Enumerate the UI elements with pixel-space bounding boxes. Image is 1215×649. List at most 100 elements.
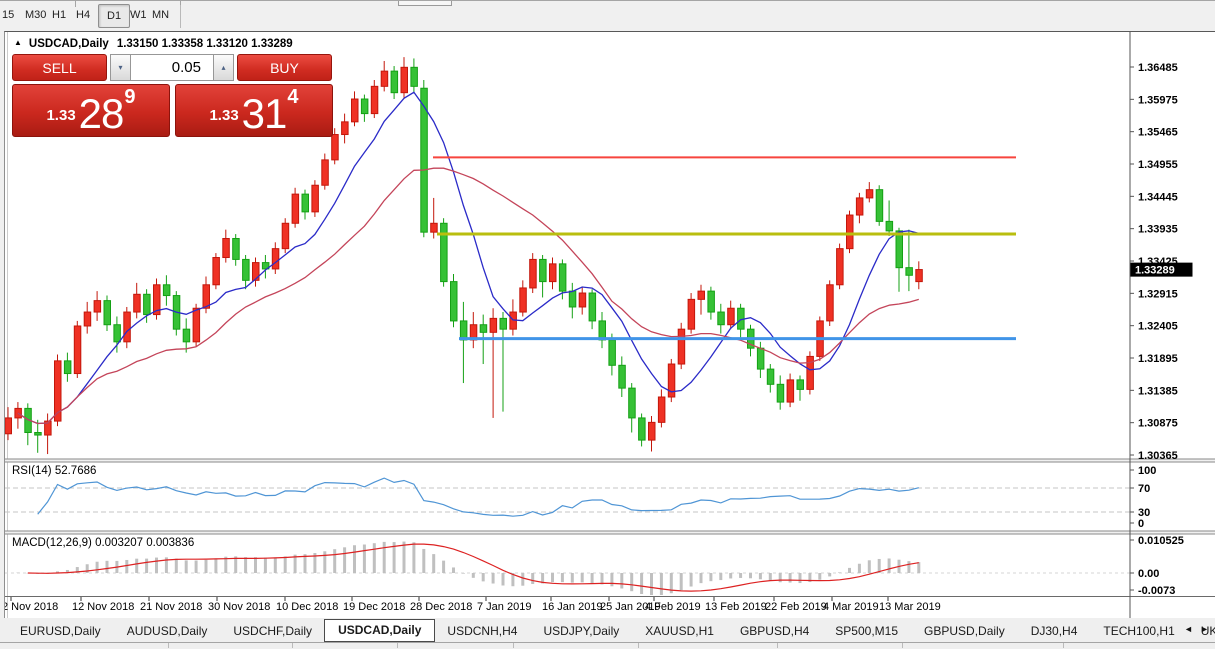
tab-usdcnh-h4[interactable]: USDCNH,H4 (447, 624, 518, 638)
timeframe-button-W1[interactable]: W1 (130, 9, 147, 21)
candle-body (83, 311, 92, 327)
candle-body (529, 258, 537, 289)
candle-body (123, 311, 131, 343)
candle-body (390, 70, 399, 94)
candle-body (727, 307, 735, 326)
candle-body (687, 298, 696, 330)
toolbar-remnant-divider (75, 1, 76, 7)
chart-window[interactable]: 1.36485 1.35975 1.35465 1.34955 1.34445 1.339… (4, 31, 1215, 620)
toolbar-separator (180, 5, 181, 28)
candle-body (479, 324, 488, 333)
candle-body (796, 379, 804, 390)
buy-price-main: 31 (241, 90, 288, 138)
candle-body (855, 197, 864, 216)
rsi-level-label: 70 (1138, 483, 1150, 495)
panel-separator[interactable] (5, 531, 1215, 534)
candle-body (291, 193, 300, 224)
candle-body (697, 290, 705, 300)
tab-ukc[interactable]: UKC (1200, 624, 1215, 638)
status-bar-divider (777, 643, 778, 648)
candle-body (865, 189, 874, 199)
date-tick-label: 2 Nov 2018 (5, 601, 58, 613)
chart-tab-bar: EURUSD,Daily AUDUSD,Daily USDCHF,Daily USDC… (0, 618, 1215, 642)
candle-body (915, 269, 923, 283)
macd-axis[interactable]: 0.010525 0.00 -0.0073 (1130, 535, 1184, 597)
price-tick-label: 1.34445 (1138, 191, 1178, 203)
date-tick-label: 28 Dec 2018 (410, 601, 472, 613)
timeframe-button-15[interactable]: 15 (2, 9, 15, 21)
timeframe-toolbar: 15 M30 H1 H4 D1 W1 MN (0, 0, 1215, 31)
candle-body (717, 311, 725, 326)
tab-tech100-h1[interactable]: TECH100,H1 (1103, 624, 1175, 638)
macd-indicator-label: MACD(12,26,9) 0.003207 0.003836 (12, 537, 195, 549)
candle-body (489, 317, 498, 333)
buy-button[interactable]: BUY (237, 54, 332, 81)
timeframe-button-MN[interactable]: MN (152, 9, 170, 21)
candle-body (648, 421, 656, 441)
sell-price-display[interactable]: 1.33 28 9 (12, 84, 170, 137)
tab-xauusd-h1[interactable]: XAUUSD,H1 (645, 624, 714, 638)
rsi-level-label: 30 (1138, 507, 1150, 519)
tab-usdjpy-daily[interactable]: USDJPY,Daily (543, 624, 620, 638)
tab-scroll-left-icon[interactable]: ◄ (1184, 624, 1193, 634)
date-tick-label: 13 Feb 2019 (705, 601, 767, 613)
candle-body (440, 222, 448, 283)
collapse-panel-icon[interactable]: ▲ (14, 38, 22, 47)
candle-body (162, 284, 171, 297)
candles (5, 57, 923, 455)
candle-body (420, 87, 428, 233)
timeframe-button-D1[interactable]: D1 (98, 4, 131, 28)
tab-scroll-right-icon[interactable]: ► (1200, 624, 1209, 634)
tab-dj30-h4[interactable]: DJ30,H4 (1030, 624, 1078, 638)
tab-usdcad-daily[interactable]: USDCAD,Daily (324, 619, 436, 642)
candle-body (232, 237, 240, 260)
date-tick-label: 10 Dec 2018 (276, 601, 338, 613)
rsi-line (37, 477, 919, 517)
candle-body (410, 66, 418, 87)
tab-audusd-daily[interactable]: AUDUSD,Daily (126, 624, 208, 638)
tab-usdchf-daily[interactable]: USDCHF,Daily (233, 624, 313, 638)
buy-price-display[interactable]: 1.33 31 4 (175, 84, 333, 137)
candle-body (608, 339, 616, 366)
timeframe-button-M30[interactable]: M30 (25, 9, 47, 21)
macd-level-label: 0.00 (1138, 568, 1159, 580)
date-tick-label: 16 Jan 2019 (542, 601, 603, 613)
price-tick-label: 1.32405 (1138, 321, 1178, 333)
macd-signal-line (27, 543, 919, 592)
panel-separator[interactable] (5, 459, 1215, 462)
candle-body (846, 214, 854, 250)
candle-body (667, 363, 676, 398)
current-price-tag (1130, 262, 1193, 277)
ma-fast-line (17, 91, 919, 425)
candle-body (400, 66, 408, 94)
price-tick-label: 1.32915 (1138, 288, 1178, 300)
candle-body (618, 364, 626, 389)
date-tick-label: 22 Feb 2019 (765, 601, 827, 613)
status-bar (0, 642, 1215, 649)
volume-decrease-icon[interactable]: ▾ (110, 54, 131, 81)
chart-canvas[interactable]: 1.364851.359751.354651.349551.344451.339… (5, 32, 1215, 619)
tab-sp500-m15[interactable]: SP500,M15 (835, 624, 899, 638)
candle-body (44, 420, 52, 436)
timeframe-button-H1[interactable]: H1 (52, 9, 67, 21)
tab-gbpusd-h4[interactable]: GBPUSD,H4 (739, 624, 810, 638)
price-tick-label: 1.30875 (1138, 418, 1178, 430)
price-axis[interactable]: 1.36485 1.35975 1.35465 1.34955 1.34445 1.339… (1130, 62, 1178, 462)
buy-price-prefix: 1.33 (209, 107, 239, 124)
status-bar-divider (902, 643, 903, 648)
tab-gbpusd-daily[interactable]: GBPUSD,Daily (924, 624, 1005, 638)
candle-body (519, 287, 527, 313)
volume-input[interactable] (131, 54, 213, 81)
date-axis[interactable]: 2 Nov 2018 12 Nov 2018 21 Nov 2018 30 Nov 2… (5, 597, 941, 613)
status-bar-divider (168, 643, 169, 648)
candle-body (558, 263, 567, 292)
rsi-axis[interactable]: 100 70 300 (1130, 465, 1156, 530)
timeframe-button-H4[interactable]: H4 (76, 9, 91, 21)
sell-button[interactable]: SELL (12, 54, 107, 81)
candle-body (153, 284, 161, 316)
candle-body (351, 98, 359, 123)
price-tick-label: 1.31895 (1138, 353, 1178, 365)
volume-increase-icon[interactable]: ▴ (213, 54, 234, 81)
tab-eurusd-daily[interactable]: EURUSD,Daily (20, 624, 101, 638)
toolbar-remnant-divider (180, 1, 181, 7)
